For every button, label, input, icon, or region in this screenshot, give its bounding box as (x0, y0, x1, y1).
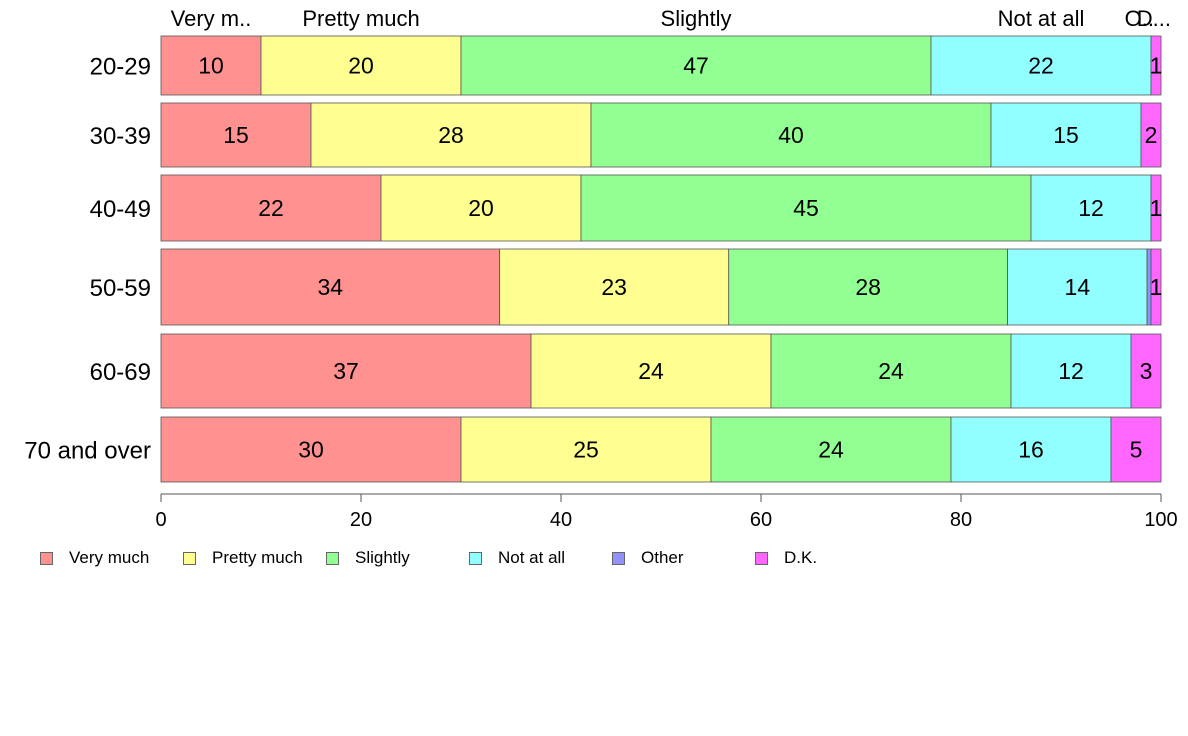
legend-label: Other (641, 548, 684, 567)
legend-swatch (612, 551, 625, 565)
legend-item-d-k: D.K. (755, 546, 817, 570)
bar-40-49-not-at-all (1030, 174, 1152, 242)
bar-50-59-pretty-much (499, 248, 730, 326)
bar-60-69-pretty-much (530, 333, 772, 409)
bar-50-59-not-at-all (1007, 248, 1148, 326)
bar-60-69-not-at-all (1010, 333, 1132, 409)
x-tick-label: 0 (155, 509, 166, 531)
bar-60-69-very-much (160, 333, 532, 409)
value-label: 10 (198, 53, 224, 79)
value-label: 1 (1150, 53, 1163, 79)
legend-label: Pretty much (212, 548, 303, 567)
value-label: 45 (793, 195, 819, 221)
value-label: 47 (683, 53, 709, 79)
bar-30-39-pretty-much (310, 102, 592, 168)
value-label: 20 (348, 53, 374, 79)
value-label: 3 (1140, 358, 1153, 384)
value-label: 15 (1053, 122, 1079, 148)
category-label: 30-39 (90, 123, 151, 150)
bar-30-39-very-much (160, 102, 312, 168)
value-label: 1 (1150, 195, 1163, 221)
bar-60-69-d-k (1130, 333, 1162, 409)
category-label: 40-49 (90, 196, 151, 223)
legend-item-not-at-all: Not at all (469, 546, 565, 570)
value-label: 23 (601, 274, 627, 300)
value-label: 22 (1028, 53, 1054, 79)
value-label: 40 (778, 122, 804, 148)
bar-40-49-pretty-much (380, 174, 582, 242)
value-label: 12 (1058, 358, 1084, 384)
bar-20-29-slightly (460, 35, 932, 96)
legend-item-pretty-much: Pretty much (183, 546, 303, 570)
bar-70-and-over-pretty-much (460, 416, 712, 483)
series-top-label: O.. (1125, 6, 1154, 31)
bar-70-and-over-not-at-all (950, 416, 1112, 483)
series-top-label: Not at all (998, 6, 1085, 31)
legend-item-other: Other (612, 546, 684, 570)
legend-swatch (326, 551, 339, 565)
x-tick-label: 100 (1144, 509, 1177, 531)
bar-30-39-not-at-all (990, 102, 1142, 168)
value-label: 2 (1145, 122, 1158, 148)
bar-30-39-slightly (590, 102, 992, 168)
value-label: 30 (298, 437, 324, 463)
value-label: 22 (258, 195, 284, 221)
bar-70-and-over-d-k (1110, 416, 1162, 483)
value-label: 24 (638, 358, 664, 384)
value-label: 24 (878, 358, 904, 384)
value-label: 25 (573, 437, 599, 463)
legend-item-very-much: Very much (40, 546, 149, 570)
x-tick-label: 40 (550, 509, 572, 531)
bar-20-29-d-k (1150, 35, 1162, 96)
legend-item-slightly: Slightly (326, 546, 410, 570)
x-tick-label: 20 (350, 509, 372, 531)
value-label: 20 (468, 195, 494, 221)
value-label: 28 (855, 274, 881, 300)
value-label: 28 (438, 122, 464, 148)
value-label: 16 (1018, 437, 1044, 463)
series-top-label: D... (1137, 6, 1171, 31)
value-label: 5 (1130, 437, 1143, 463)
legend-swatch (183, 551, 196, 565)
bar-50-59-very-much (160, 248, 501, 326)
legend-label: Very much (69, 548, 150, 567)
category-label: 50-59 (90, 275, 151, 302)
bar-40-49-slightly (580, 174, 1032, 242)
bar-40-49-d-k (1150, 174, 1162, 242)
value-label: 34 (318, 274, 344, 300)
legend-swatch (755, 551, 768, 565)
bar-20-29-very-much (160, 35, 262, 96)
value-label: 1 (1150, 274, 1163, 300)
value-label: 15 (223, 122, 249, 148)
legend-label: Not at all (498, 548, 566, 567)
x-tick-label: 80 (950, 509, 972, 531)
series-top-label: Slightly (661, 6, 732, 31)
legend-label: D.K. (784, 548, 818, 567)
bar-40-49-very-much (160, 174, 382, 242)
category-label: 70 and over (24, 438, 151, 465)
value-label: 14 (1065, 274, 1091, 300)
value-label: 12 (1078, 195, 1104, 221)
value-label: 37 (333, 358, 359, 384)
category-label: 60-69 (90, 359, 151, 386)
bar-20-29-not-at-all (930, 35, 1152, 96)
category-label: 20-29 (90, 54, 151, 81)
bar-70-and-over-slightly (710, 416, 952, 483)
legend-swatch (40, 551, 53, 565)
bar-60-69-slightly (770, 333, 1012, 409)
bar-70-and-over-very-much (160, 416, 462, 483)
bar-50-59-slightly (728, 248, 1009, 326)
series-top-label: Pretty much (302, 6, 419, 31)
bar-30-39-d-k (1140, 102, 1162, 168)
legend-swatch (469, 551, 482, 565)
x-tick-label: 60 (750, 509, 772, 531)
legend-label: Slightly (355, 548, 410, 567)
series-top-label: Very m.. (171, 6, 252, 31)
bar-20-29-pretty-much (260, 35, 462, 96)
value-label: 24 (818, 437, 844, 463)
bar-50-59-d-k (1150, 248, 1162, 326)
